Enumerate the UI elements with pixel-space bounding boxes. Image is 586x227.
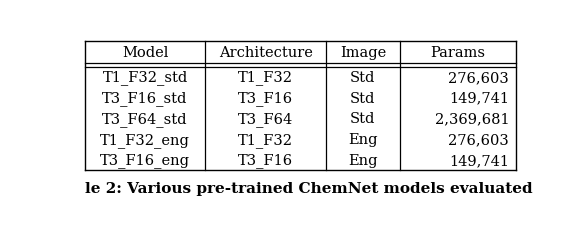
Text: T3_F16_std: T3_F16_std <box>103 91 188 106</box>
Text: Eng: Eng <box>348 153 377 167</box>
Text: T1_F32: T1_F32 <box>239 132 294 147</box>
Text: Model: Model <box>122 46 168 60</box>
Text: T3_F16: T3_F16 <box>239 153 294 168</box>
Text: Std: Std <box>350 112 376 126</box>
Text: 276,603: 276,603 <box>448 71 509 85</box>
Text: le 2: Various pre-trained ChemNet models evaluated: le 2: Various pre-trained ChemNet models… <box>84 181 532 195</box>
Text: T3_F64_std: T3_F64_std <box>102 111 188 126</box>
Text: Image: Image <box>340 46 386 60</box>
Text: Architecture: Architecture <box>219 46 313 60</box>
Text: 149,741: 149,741 <box>449 153 509 167</box>
Text: Eng: Eng <box>348 133 377 147</box>
Text: T1_F32: T1_F32 <box>239 70 294 85</box>
Text: 149,741: 149,741 <box>449 91 509 105</box>
Text: T1_F32_std: T1_F32_std <box>103 70 188 85</box>
Text: Std: Std <box>350 91 376 105</box>
Text: T3_F16: T3_F16 <box>239 91 294 106</box>
Text: T3_F64: T3_F64 <box>238 111 294 126</box>
Text: Params: Params <box>430 46 485 60</box>
Text: T3_F16_eng: T3_F16_eng <box>100 153 190 168</box>
Text: Std: Std <box>350 71 376 85</box>
Text: T1_F32_eng: T1_F32_eng <box>100 132 190 147</box>
Text: 276,603: 276,603 <box>448 133 509 147</box>
Text: 2,369,681: 2,369,681 <box>435 112 509 126</box>
